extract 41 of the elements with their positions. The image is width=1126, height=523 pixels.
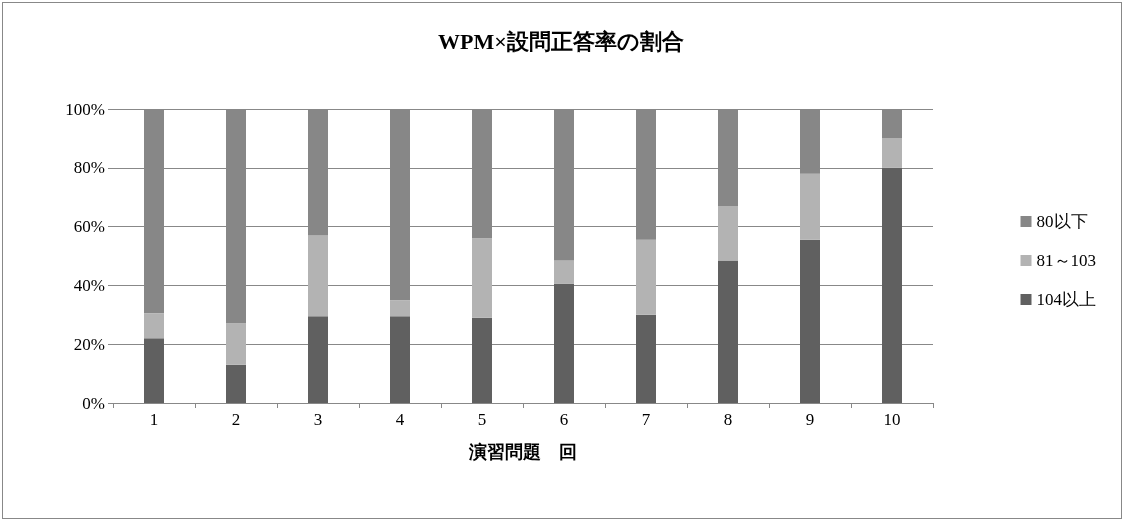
x-tick-label: 1 [149, 410, 159, 429]
x-tick-label: 2 [231, 410, 241, 429]
y-tick-label: 40% [73, 275, 105, 295]
x-tick-label: 5 [477, 410, 487, 429]
legend-label: 81～103 [1036, 251, 1096, 270]
x-tick-label: 6 [559, 410, 569, 429]
bar [636, 314, 656, 403]
bar [390, 300, 410, 317]
x-tick-label: 3 [313, 410, 323, 429]
bar [308, 316, 328, 403]
x-tick-label: 10 [883, 410, 901, 429]
bar [718, 260, 738, 403]
bar [226, 364, 246, 403]
bar [800, 239, 820, 403]
legend-label: 80以下 [1036, 212, 1088, 231]
bar [800, 173, 820, 240]
bar [308, 235, 328, 317]
bar [554, 283, 574, 403]
bar [226, 323, 246, 365]
chart-title: WPM×設問正答率の割合 [438, 28, 684, 54]
bar [390, 316, 410, 403]
bar [882, 167, 902, 403]
bar [636, 239, 656, 315]
bar [554, 260, 574, 284]
y-tick-label: 20% [73, 334, 105, 354]
bar [718, 206, 738, 261]
x-tick-label: 8 [723, 410, 733, 429]
bar [472, 317, 492, 403]
x-tick-label: 4 [395, 410, 405, 429]
y-tick-label: 0% [82, 393, 105, 413]
y-tick-label: 80% [73, 158, 105, 178]
bar [882, 138, 902, 168]
bar [144, 313, 164, 339]
bar [472, 238, 492, 318]
y-tick-label: 60% [73, 217, 105, 237]
y-tick-label: 100% [65, 99, 105, 119]
legend-label: 104以上 [1036, 290, 1096, 309]
bar [144, 338, 164, 403]
x-axis-title: 演習問題 回 [468, 442, 577, 462]
x-tick-label: 7 [641, 410, 651, 429]
x-tick-label: 9 [805, 410, 815, 429]
